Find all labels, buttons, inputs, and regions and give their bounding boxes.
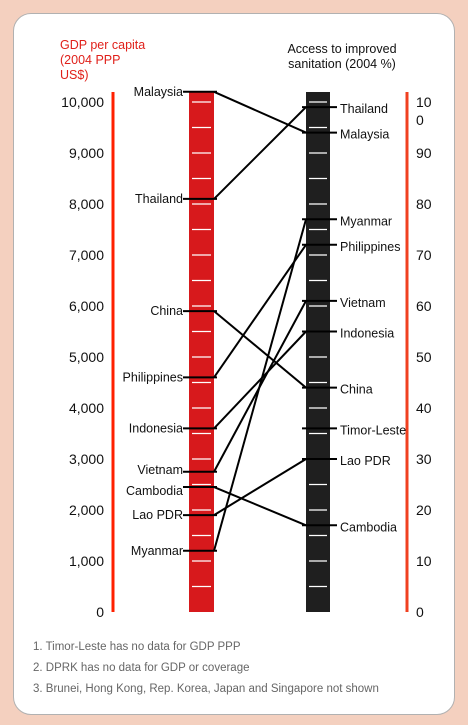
link-myanmar bbox=[213, 219, 307, 552]
sanitation-label-myanmar: Myanmar bbox=[340, 214, 392, 228]
gdp-axis-title: GDP per capita (2004 PPP US$) bbox=[60, 38, 146, 82]
gdp-tick-label: 3,000 bbox=[69, 451, 104, 467]
sanitation-label-timor-leste: Timor-Leste bbox=[340, 423, 406, 437]
link-philippines bbox=[213, 244, 307, 378]
sanitation-tick-label: 30 bbox=[416, 451, 432, 467]
sanitation-axis-title: Access to improved sanitation (2004 %) bbox=[287, 42, 397, 71]
gdp-label-china: China bbox=[150, 304, 183, 318]
sanitation-bar bbox=[306, 92, 330, 612]
gdp-tick-label: 0 bbox=[96, 604, 104, 620]
sanitation-label-cambodia: Cambodia bbox=[340, 520, 397, 534]
gdp-label-lao-pdr: Lao PDR bbox=[132, 508, 183, 522]
sanitation-label-china: China bbox=[340, 383, 373, 397]
sanitation-tick-label: 80 bbox=[416, 196, 432, 212]
gdp-tick-label: 5,000 bbox=[69, 349, 104, 365]
sanitation-tick-label: 10 0 bbox=[416, 94, 432, 128]
sanitation-label-indonesia: Indonesia bbox=[340, 327, 394, 341]
sanitation-label-thailand: Thailand bbox=[340, 102, 388, 116]
footnote-3: 3. Brunei, Hong Kong, Rep. Korea, Japan … bbox=[33, 683, 379, 695]
gdp-tick-label: 2,000 bbox=[69, 502, 104, 518]
gdp-tick-label: 7,000 bbox=[69, 247, 104, 263]
sanitation-label-malaysia: Malaysia bbox=[340, 128, 389, 142]
sanitation-tick-label: 0 bbox=[416, 604, 424, 620]
link-china bbox=[213, 310, 307, 389]
link-thailand bbox=[213, 106, 307, 200]
footnote-1: 1. Timor-Leste has no data for GDP PPP bbox=[33, 641, 241, 653]
footnote-2: 2. DPRK has no data for GDP or coverage bbox=[33, 662, 250, 674]
gdp-label-myanmar: Myanmar bbox=[131, 544, 183, 558]
gdp-tick-label: 1,000 bbox=[69, 553, 104, 569]
sanitation-tick-label: 70 bbox=[416, 247, 432, 263]
link-indonesia bbox=[213, 330, 307, 430]
gdp-label-malaysia: Malaysia bbox=[134, 85, 183, 99]
gdp-label-philippines: Philippines bbox=[123, 370, 183, 384]
sanitation-tick-label: 90 bbox=[416, 145, 432, 161]
sanitation-tick-label: 20 bbox=[416, 502, 432, 518]
sanitation-tick-label: 40 bbox=[416, 400, 432, 416]
gdp-tick-label: 6,000 bbox=[69, 298, 104, 314]
gdp-bar bbox=[189, 92, 214, 612]
gdp-label-cambodia: Cambodia bbox=[126, 484, 183, 498]
gdp-label-indonesia: Indonesia bbox=[129, 421, 183, 435]
gdp-tick-label: 4,000 bbox=[69, 400, 104, 416]
gdp-tick-label: 9,000 bbox=[69, 145, 104, 161]
sanitation-label-lao-pdr: Lao PDR bbox=[340, 454, 391, 468]
gdp-label-thailand: Thailand bbox=[135, 192, 183, 206]
gdp-label-vietnam: Vietnam bbox=[137, 463, 183, 477]
link-lao-pdr bbox=[213, 458, 307, 516]
sanitation-label-vietnam: Vietnam bbox=[340, 296, 386, 310]
sanitation-tick-label: 60 bbox=[416, 298, 432, 314]
gdp-tick-label: 10,000 bbox=[61, 94, 104, 110]
sanitation-tick-label: 10 bbox=[416, 553, 432, 569]
chart-panel bbox=[13, 13, 455, 715]
sanitation-tick-label: 50 bbox=[416, 349, 432, 365]
gdp-tick-label: 8,000 bbox=[69, 196, 104, 212]
sanitation-label-philippines: Philippines bbox=[340, 240, 400, 254]
link-malaysia bbox=[213, 90, 307, 134]
